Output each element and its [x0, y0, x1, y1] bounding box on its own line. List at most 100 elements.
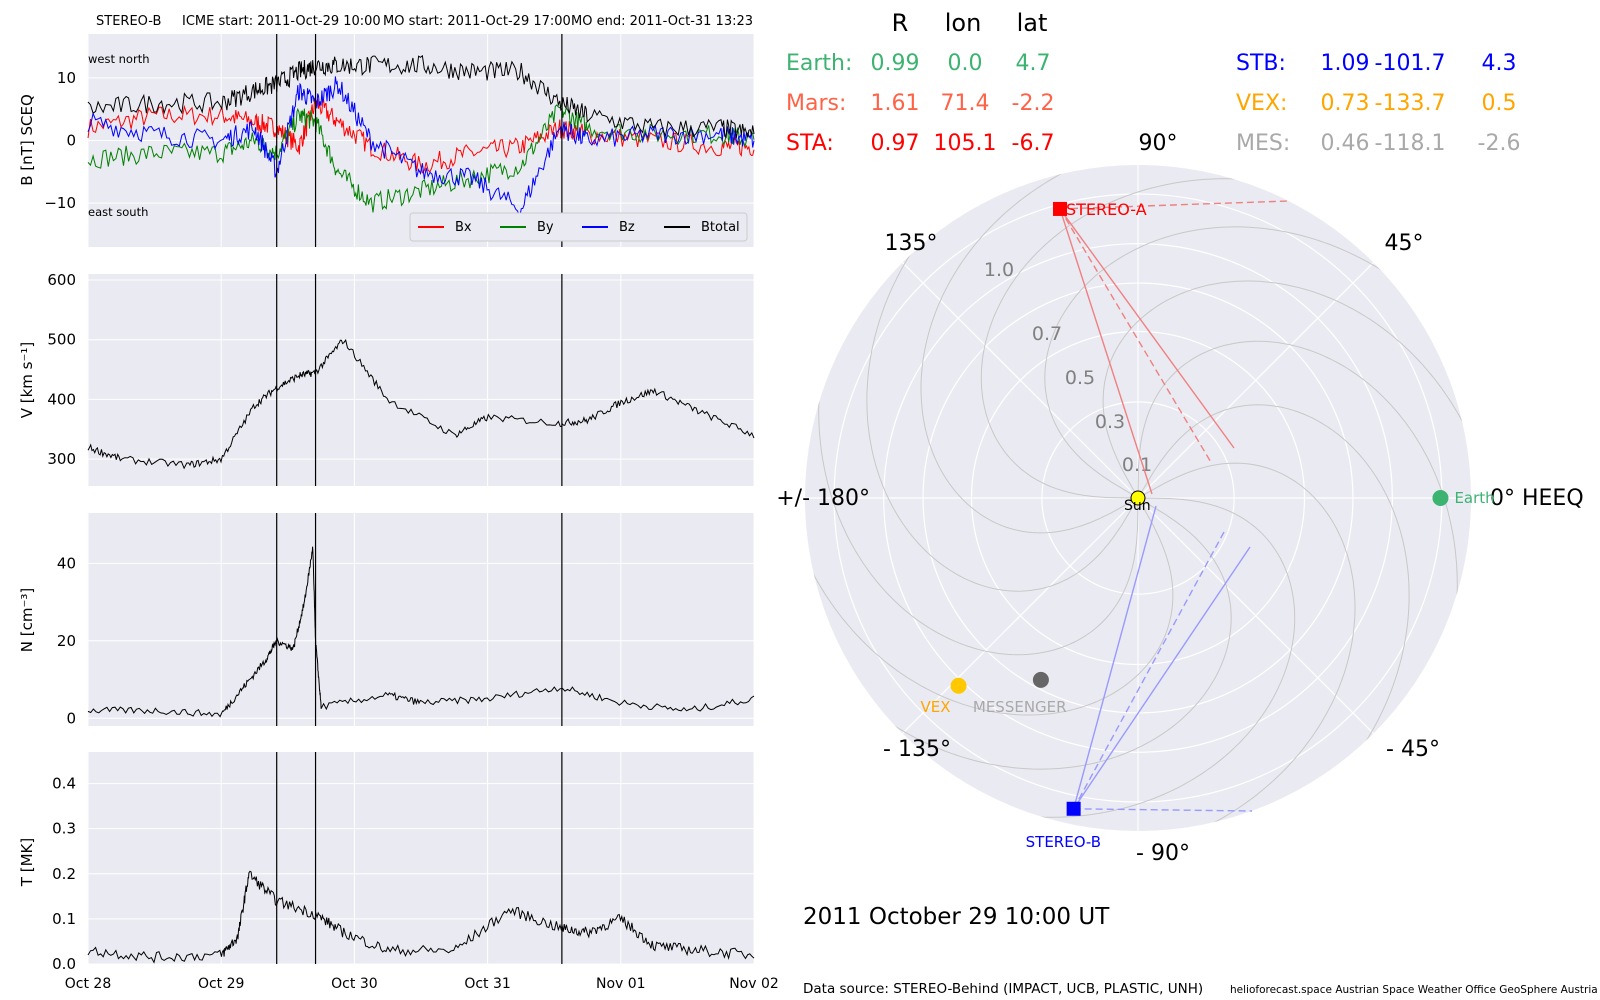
panel-v: 300 400 500 600 [47, 271, 755, 486]
panel-v-ytick-label: 400 [47, 390, 76, 408]
panel-t: 0.0 0.1 0.2 0.3 0.4 [52, 752, 755, 973]
v-ylabel: V [km s⁻¹] [18, 342, 36, 419]
position-row-name: Mars: [786, 91, 846, 116]
series-b-by [87, 102, 755, 213]
parker-spiral-line [866, 233, 1139, 592]
earth-label: Earth [1454, 489, 1494, 507]
panel-v-ytick-label: 500 [47, 331, 76, 349]
position-row-lon: 0.0 [948, 51, 983, 76]
parker-spirals [805, 165, 1471, 831]
sta-tangent-line [1059, 200, 1289, 210]
position-row-name: VEX: [1236, 91, 1287, 116]
position-row-lon: -101.7 [1375, 51, 1446, 76]
polar-angle-label: 0° HEEQ [1490, 486, 1584, 511]
col-header-lon: lon [945, 9, 982, 37]
polar-angle-label: - 135° [883, 737, 951, 762]
position-row-lat: -2.2 [1012, 91, 1055, 116]
panel-t-ytick-label: 0.1 [52, 910, 76, 928]
panel-b: −10 0 10 [44, 34, 755, 247]
panel-b-ytick-label: 10 [57, 69, 76, 87]
panel-n-background [88, 513, 754, 726]
polar-angular-grid [1137, 497, 1374, 734]
series-v [87, 338, 755, 470]
panel-b-ytick-label: −10 [44, 194, 76, 212]
position-row-name: MES: [1236, 131, 1290, 156]
sta-view-line-dashed [1059, 208, 1213, 465]
panel-t-ytick-label: 0.3 [52, 820, 76, 838]
legend-by-label: By [537, 220, 554, 235]
parker-spiral-line [1016, 497, 1296, 818]
stb-sun-line [1072, 505, 1157, 809]
position-row-r: 1.61 [871, 91, 920, 116]
stereo-a-label: STEREO-A [1066, 200, 1147, 219]
sta-sun-line [1059, 208, 1153, 495]
x-tick-label: Nov 02 [729, 976, 779, 992]
legend-btotal-label: Btotal [701, 220, 740, 235]
position-row-lon: -133.7 [1375, 91, 1446, 116]
time-series-panels: −10 0 10 300 400 500 600 0 20 40 0.0 0.1 0.2 0.3 0.4 Oc… [44, 34, 779, 992]
panel-n-ytick-label: 40 [57, 554, 76, 572]
messenger-marker [1032, 671, 1049, 688]
stb-view-line-dashed [1073, 531, 1225, 810]
panel-t-ytick-label: 0.0 [52, 955, 76, 973]
position-row-name: STA: [786, 131, 834, 156]
position-row-lat: -6.7 [1012, 131, 1055, 156]
header-mo-start: MO start: 2011-Oct-29 17:00 [383, 14, 571, 29]
series-t [87, 870, 755, 964]
x-tick-label: Oct 31 [464, 976, 510, 992]
x-tick-label: Oct 28 [65, 976, 111, 992]
position-row: MES: 0.46 -118.1 -2.6 [1236, 131, 1520, 156]
position-row-r: 0.73 [1321, 91, 1370, 116]
position-row-r: 0.99 [871, 51, 920, 76]
polar-radial-label: 0.3 [1095, 411, 1125, 433]
b-corner-label-bottom: east south [88, 205, 148, 219]
polar-radial-label: 0.5 [1065, 367, 1095, 389]
position-row-lon: 71.4 [941, 91, 990, 116]
parker-spiral-line [1137, 462, 1356, 831]
polar-position-plot: 90° 45° 0° HEEQ - 45° - 90° - 135° +/- 180° 135… [776, 131, 1583, 866]
sta-view-line [1059, 208, 1235, 449]
footer-data-source: Data source: STEREO-Behind (IMPACT, UCB,… [803, 981, 1203, 997]
panel-t-ytick-label: 0.2 [52, 865, 76, 883]
vex-label: VEX [921, 698, 951, 716]
polar-angle-label: +/- 180° [776, 486, 870, 511]
series-b-bz [87, 76, 755, 219]
series-n [87, 546, 755, 718]
position-row: STA: 0.97 105.1 -6.7 [786, 131, 1054, 156]
position-row-lat: -2.6 [1478, 131, 1521, 156]
parker-spiral-line [1137, 340, 1458, 620]
x-tick-label: Nov 01 [596, 976, 646, 992]
panel-t-background [88, 752, 754, 964]
stb-tangent-line [1073, 808, 1253, 812]
col-header-r: R [892, 9, 909, 37]
polar-angle-label: 135° [885, 231, 938, 256]
polar-radial-label: 0.1 [1122, 454, 1152, 476]
panel-v-background [88, 274, 754, 486]
parker-spiral-line [818, 376, 1139, 656]
x-tick-label: Oct 29 [198, 976, 244, 992]
messenger-label: MESSENGER [973, 698, 1067, 716]
legend-bx-label: Bx [455, 220, 472, 235]
parker-spiral-line [1137, 404, 1410, 763]
position-row-lat: 0.5 [1482, 91, 1517, 116]
position-row-r: 0.46 [1321, 131, 1370, 156]
panel-b-ytick-label: 0 [66, 132, 76, 150]
panel-v-ytick-label: 300 [47, 450, 76, 468]
legend-bz-label: Bz [619, 220, 635, 235]
stereo-b-label: STEREO-B [1026, 833, 1101, 851]
parker-spiral-line [980, 178, 1260, 499]
parker-spiral-line [1102, 280, 1471, 499]
sun-label: Sun [1124, 498, 1151, 514]
polar-angular-grid [1137, 262, 1374, 499]
polar-radial-label: 1.0 [984, 259, 1014, 281]
polar-angle-label: - 45° [1386, 737, 1440, 762]
position-row-name: Earth: [786, 51, 852, 76]
n-ylabel: N [cm⁻³] [18, 588, 36, 652]
series-b-btotal [87, 54, 755, 139]
panel-n-ytick-label: 20 [57, 632, 76, 650]
position-row: Earth: 0.99 0.0 4.7 [786, 51, 1051, 76]
polar-angle-label: 90° [1139, 131, 1178, 156]
t-ylabel: T [MK] [18, 838, 36, 887]
